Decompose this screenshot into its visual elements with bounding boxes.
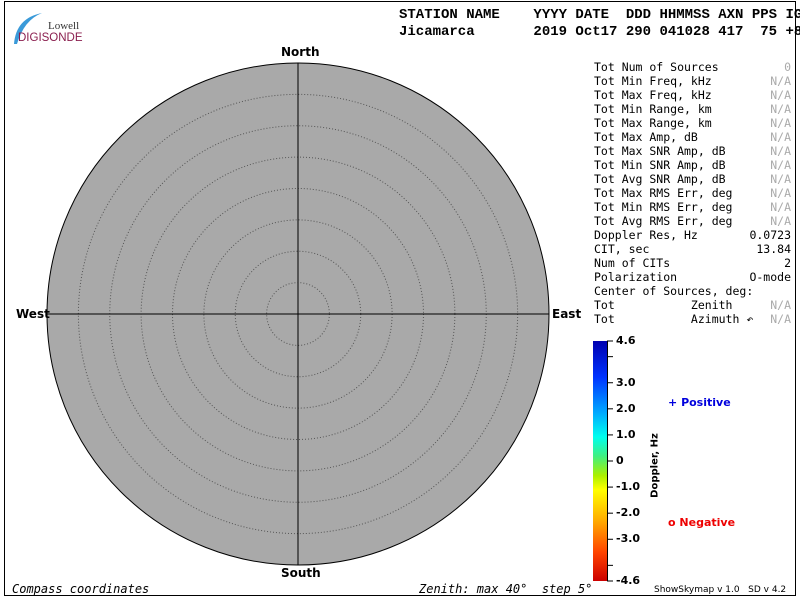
colorbar-title: Doppler, Hz [649, 433, 661, 498]
stat-value: N/A [770, 312, 791, 326]
stat-row: Tot Max Range, km N/A [594, 116, 791, 130]
colorbar-tick-label: 0 [616, 454, 624, 467]
colorbar-tick-label: 3.0 [616, 375, 636, 389]
stat-row: Tot Avg SNR Amp, dB N/A [594, 172, 791, 186]
stat-row: Tot Max Freq, kHz N/A [594, 88, 791, 102]
plus-icon: + [668, 396, 678, 409]
stat-row: Tot Min Freq, kHz N/A [594, 74, 791, 88]
stat-value: N/A [770, 172, 791, 186]
legend-negative: o Negative [668, 516, 735, 529]
stat-value: N/A [770, 186, 791, 200]
stat-label: Tot Max SNR Amp, dB [594, 144, 726, 158]
footer-left: Compass coordinates [12, 582, 150, 596]
stat-value: N/A [770, 214, 791, 228]
stat-value: N/A [770, 88, 791, 102]
stat-row: Tot Max Amp, dB N/A [594, 130, 791, 144]
frame [4, 1, 796, 596]
logo-line2: DIGISONDE [18, 32, 83, 44]
stat-value: O-mode [749, 270, 791, 284]
stat-value: N/A [770, 200, 791, 214]
stat-row: Tot Min RMS Err, deg N/A [594, 200, 791, 214]
stat-label: Tot Avg RMS Err, deg [594, 214, 733, 228]
stat-row: Num of CITs 2 [594, 256, 791, 270]
stat-value: 0 [784, 60, 791, 74]
stat-label: Tot Zenith [594, 298, 733, 312]
stat-value: 13.84 [756, 242, 791, 256]
south-label: South [281, 566, 321, 580]
colorbar-tick-label: 1.0 [616, 427, 636, 441]
stat-label: Num of CITs [594, 256, 671, 270]
header-labels: STATION NAME YYYY DATE DDD HHMMSS AXN PP… [399, 7, 800, 23]
stat-label: Tot Max Range, km [594, 116, 712, 130]
stat-label: Tot Max Amp, dB [594, 130, 698, 144]
stat-label: Tot Max Freq, kHz [594, 88, 712, 102]
stat-row: Doppler Res, Hz 0.0723 [594, 228, 791, 242]
legend-positive-label: Positive [681, 396, 731, 409]
colorbar-tick-label: -1.0 [616, 480, 641, 494]
colorbar-tick-label: -2.0 [616, 506, 641, 520]
stat-label: Doppler Res, Hz [594, 228, 698, 242]
stat-label: CIT, sec [594, 242, 650, 256]
colorbar-tick-label: 4.6 [616, 334, 636, 347]
colorbar-ticks [607, 340, 613, 582]
legend-positive: + Positive [668, 396, 731, 409]
stat-label: Tot Azimuth ↶ [594, 312, 754, 326]
stat-row: Tot Azimuth ↶ N/A [594, 312, 791, 326]
stat-value: N/A [770, 130, 791, 144]
stat-row: Tot Max SNR Amp, dB N/A [594, 144, 791, 158]
stat-label: Tot Avg SNR Amp, dB [594, 172, 726, 186]
stat-value: N/A [770, 116, 791, 130]
legend-negative-label: Negative [679, 516, 736, 529]
stat-row: Tot Min SNR Amp, dB N/A [594, 158, 791, 172]
stat-label: Center of Sources, deg: [594, 284, 754, 298]
stat-row: Tot Max RMS Err, deg N/A [594, 186, 791, 200]
stat-value: N/A [770, 102, 791, 116]
doppler-colorbar [593, 341, 608, 581]
stat-label: Tot Min Range, km [594, 102, 712, 116]
stat-row: Center of Sources, deg: [594, 284, 791, 298]
west-label: West [16, 307, 50, 321]
footer-right: ShowSkymap v 1.0 SD v 4.2 [654, 585, 787, 595]
stat-label: Tot Min Freq, kHz [594, 74, 712, 88]
stat-value: N/A [770, 74, 791, 88]
colorbar-tick-label: 2.0 [616, 401, 636, 415]
header-values: Jicamarca 2019 Oct17 290 041028 417 75 +… [399, 24, 800, 40]
stat-label: Tot Min RMS Err, deg [594, 200, 733, 214]
footer-center: Zenith: max 40° step 5° [419, 582, 593, 596]
stat-row: Tot Num of Sources 0 [594, 60, 791, 74]
stat-label: Tot Num of Sources [594, 60, 719, 74]
stat-label: Tot Max RMS Err, deg [594, 186, 733, 200]
stat-row: Tot Zenith N/A [594, 298, 791, 312]
stat-value: N/A [770, 144, 791, 158]
north-label: North [281, 45, 320, 59]
logo-line1: Lowell [48, 20, 80, 32]
stat-row: Tot Min Range, km N/A [594, 102, 791, 116]
stat-value: N/A [770, 158, 791, 172]
colorbar-tick-label: -3.0 [616, 532, 641, 546]
stat-value: 0.0723 [749, 228, 791, 242]
stat-row: CIT, sec 13.84 [594, 242, 791, 256]
stat-row: Polarization O-mode [594, 270, 791, 284]
east-label: East [552, 307, 582, 321]
circle-icon: o [668, 516, 676, 529]
digisonde-logo: Lowell DIGISONDE [10, 10, 85, 48]
stat-value: N/A [770, 298, 791, 312]
stat-value: 2 [784, 256, 791, 270]
stat-label: Polarization [594, 270, 678, 284]
stat-row: Tot Avg RMS Err, deg N/A [594, 214, 791, 228]
colorbar-tick-label: -4.6 [616, 574, 641, 587]
skymap [46, 62, 550, 566]
stat-label: Tot Min SNR Amp, dB [594, 158, 726, 172]
